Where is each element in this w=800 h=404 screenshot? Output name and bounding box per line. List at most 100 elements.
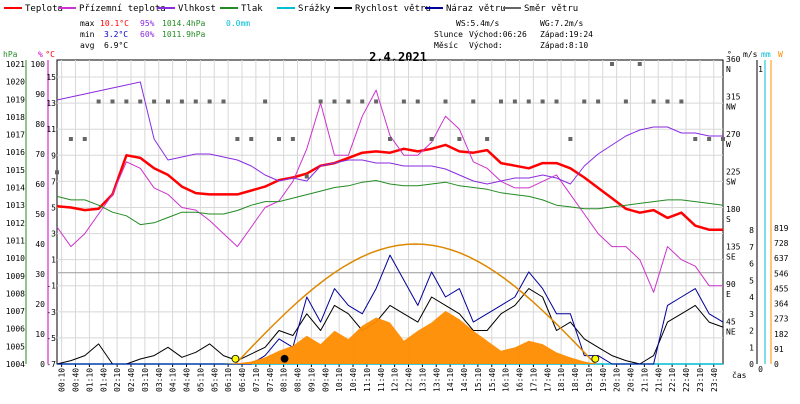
wind-direction-point [55,170,59,175]
x-tick-label: 20:40 [627,368,636,392]
temperature-tick-label: -5 [46,334,56,343]
stat-min-temp: 3.2°C [104,30,128,39]
series-line-6 [57,254,724,365]
x-axis-label: čas [732,370,747,380]
x-tick-label: 19:10 [585,368,594,392]
x-tick-label: 06:40 [238,368,247,392]
x-tick-label: 01:40 [99,368,108,392]
stat-moon-label: Měsíc [434,41,458,50]
direction-tick-label: 315 [726,93,741,102]
rain-axis-label: mm [761,50,771,59]
x-tick-label: 01:10 [85,368,94,392]
pressure-axis-label: hPa [3,50,18,59]
sun-marker-1 [280,354,289,363]
solar-tick-label: 273 [774,315,789,324]
wind-direction-point [166,99,170,104]
wind-direction-point [457,137,462,141]
pressure-tick-label: 1021 [6,60,25,69]
direction-tick-dir: E [726,290,731,299]
x-tick-label: 07:10 [252,368,261,392]
wind-direction-point [665,99,670,104]
wind-direction-point [360,99,365,104]
stat-wg: WG:7.2m/s [540,19,584,28]
stat-max-label: max [80,19,95,28]
stat-moon-set: Západ:8:10 [540,41,588,50]
wind-direction-point [388,137,392,141]
direction-tick-label: 90 [726,280,736,289]
series-line-5 [56,288,724,365]
series-line-2 [56,81,723,185]
x-tick-label: 09:40 [321,368,330,392]
wind-direction-point [249,137,254,141]
wind-tick-label: 4 [749,293,754,302]
temperature-tick-label: 13 [46,99,56,108]
x-tick-label: 02:10 [113,368,122,392]
temperature-tick-label: 9 [51,151,56,160]
pressure-tick-label: 1009 [6,272,25,281]
series-solar-area [57,310,723,364]
stat-min-press: 1011.9hPa [162,30,206,39]
solar-tick-label: 364 [774,300,789,309]
x-tick-label: 18:10 [557,368,566,392]
pressure-tick-label: 1006 [6,325,25,334]
x-tick-label: 05:10 [196,368,205,392]
x-tick-label: 15:40 [488,368,497,392]
humidity-tick-label: 90 [35,90,45,99]
wind-direction-point [193,99,198,104]
stats-block: max 10.1°C 95% 1014.4hPa 0.0mm min 3.2°C… [80,19,593,50]
wind-direction-point [124,99,129,104]
wind-direction-point [318,99,323,104]
pressure-tick-label: 1014 [6,184,25,193]
x-tick-label: 13:40 [432,368,441,392]
wind-direction-point [623,99,628,104]
temperature-tick-label: 15 [46,73,56,82]
x-tick-label: 12:10 [391,368,400,392]
pressure-tick-label: 1016 [6,148,25,157]
direction-tick-dir: NW [726,103,736,112]
stat-min-hum: 60% [140,30,155,39]
x-tick-label: 16:10 [502,368,511,392]
wind-direction-point [82,137,87,141]
legend: Teplota Přízemní teplota Vlhkost Tlak Srážky… [4,4,578,14]
humidity-tick-label: 60 [35,180,45,189]
x-tick-label: 15:10 [474,368,483,392]
wind-direction-point [707,137,712,141]
x-tick-label: 19:40 [599,368,608,392]
legend-label-2: Vlhkost [178,4,216,14]
solar-axis-label: W [778,50,783,59]
solar-tick-label: 819 [774,224,789,233]
pressure-tick-label: 1020 [6,78,25,87]
wind-direction-point [235,137,240,141]
solar-tick-label: 455 [774,284,789,293]
wind-direction-point [443,99,448,104]
wind-tick-label: 7 [749,243,754,252]
rain-tick-label: 0 [758,365,763,374]
x-tick-label: 17:10 [529,368,538,392]
stat-ws: WS:5.4m/s [456,19,500,28]
solar-tick-label: 0 [774,360,779,369]
legend-label-5: Rychlost větru [355,4,431,14]
direction-tick-dir: N [726,65,731,74]
legend-label-3: Tlak [241,4,263,14]
x-tick-label: 07:40 [266,368,275,392]
wind-direction-point [332,99,337,104]
wind-direction-point [346,99,351,104]
temperature-tick-label: 5 [51,203,56,212]
stat-max-hum: 95% [140,19,155,28]
direction-tick-label: 270 [726,130,741,139]
rain-tick-label: 1 [758,65,763,74]
sun-marker-2 [591,354,600,363]
direction-tick-label: 45 [726,318,736,327]
wind-direction-point [637,62,642,66]
wind-direction-point [207,99,212,104]
stat-min-label: min [80,30,95,39]
wind-direction-point [471,99,476,104]
x-tick-label: 23:40 [710,368,719,392]
pressure-tick-label: 1012 [6,219,25,228]
pressure-tick-label: 1015 [6,166,25,175]
x-tick-label: 21:10 [640,368,649,392]
x-tick-label: 16:40 [516,368,525,392]
wind-direction-point [290,137,295,141]
